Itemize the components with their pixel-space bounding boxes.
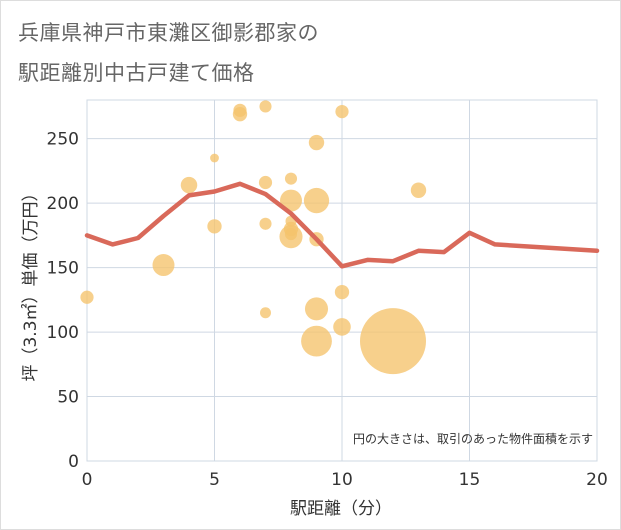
tick-layer: 0 50 100 150 200 250 0 5 10 15 20	[47, 130, 608, 490]
scatter-point	[258, 175, 273, 190]
scatter-point	[304, 297, 329, 321]
scatter-point	[259, 217, 272, 230]
y-tick-label: 0	[68, 452, 79, 472]
scatter-point	[259, 100, 272, 113]
bubble-size-annotation: 円の大きさは、取引のあった物件面積を示す	[353, 431, 593, 446]
line-layer	[84, 181, 600, 269]
y-tick-label: 250	[47, 130, 79, 150]
scatter-point	[207, 219, 222, 234]
scatter-point	[233, 103, 247, 117]
chart-title-line-2: 駅距離別中古戸建て価格	[18, 61, 255, 85]
scatter-point	[360, 308, 426, 375]
x-tick-label: 15	[459, 470, 481, 490]
scatter-point	[334, 284, 350, 300]
scatter-point	[284, 228, 298, 241]
y-tick-label: 200	[47, 194, 79, 214]
scatter-point	[152, 254, 175, 277]
scatter-point	[333, 318, 351, 336]
scatter-point	[210, 153, 219, 163]
scatter-point	[260, 307, 271, 319]
x-tick-label: 5	[209, 470, 220, 490]
y-tick-label: 150	[47, 259, 79, 279]
scatter-point	[308, 134, 325, 151]
x-tick-label: 20	[586, 470, 608, 490]
y-tick-label: 50	[57, 388, 79, 408]
y-axis-label: 坪（3.3㎡）単価（万円）	[21, 184, 41, 381]
x-tick-label: 0	[82, 470, 93, 490]
bubble-layer	[80, 100, 427, 375]
y-tick-label: 100	[47, 323, 79, 343]
scatter-point	[410, 182, 427, 198]
scatter-point	[301, 325, 332, 357]
scatter-point	[180, 176, 198, 194]
scatter-point	[303, 187, 330, 214]
scatter-point	[335, 105, 349, 119]
grid-layer	[86, 99, 598, 462]
average-price-line	[84, 181, 600, 269]
scatter-point	[80, 290, 94, 304]
chart-title-line-1: 兵庫県神戸市東灘区御影郡家の	[18, 21, 319, 45]
scatter-point	[284, 172, 298, 185]
x-tick-label: 10	[331, 470, 353, 490]
scatter-point	[280, 189, 302, 212]
x-axis-label: 駅距離（分）	[290, 499, 392, 519]
